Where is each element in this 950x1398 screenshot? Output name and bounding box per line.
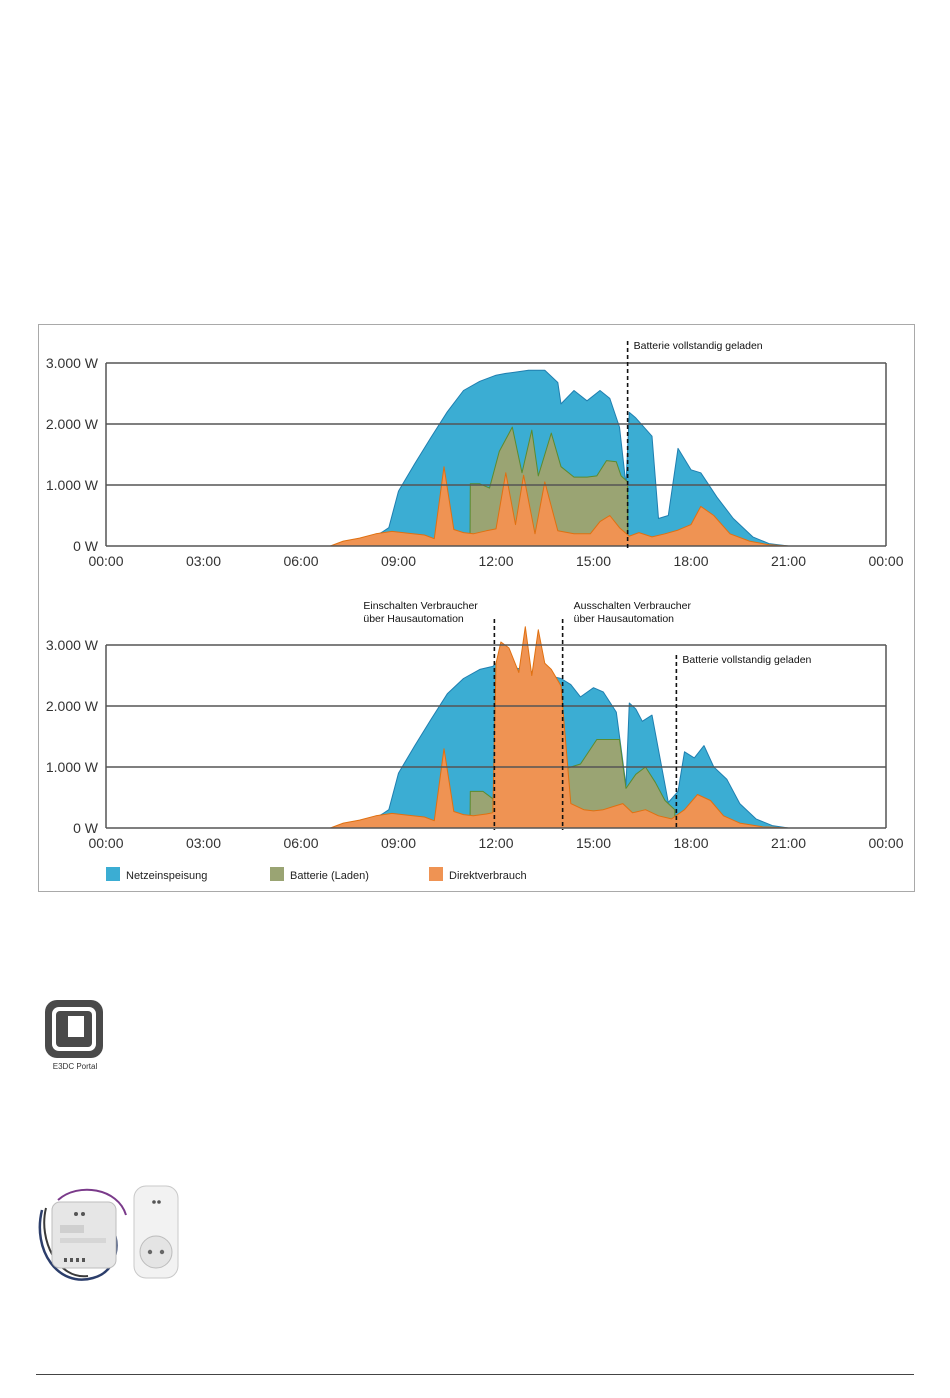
legend-label: Direktverbrauch [449, 870, 527, 882]
x-tick-label: 15:00 [576, 835, 611, 851]
x-tick-label: 00:00 [868, 553, 903, 569]
legend-label: Batterie (Laden) [290, 870, 369, 882]
portal-label: E3DC Portal [52, 1062, 98, 1071]
chart-2: 0 W 1.000 W 2.000 W 3.000 W 00:00 03:00 06:00 0… [46, 600, 904, 851]
y-tick-label: 1.000 W [46, 477, 99, 493]
marker-annotation: Ausschalten Verbraucher über Hausautomati… [574, 600, 692, 625]
series-area-direktverbrauch [329, 626, 789, 829]
x-tick-label: 00:00 [88, 835, 123, 851]
y-tick-label: 1.000 W [46, 759, 99, 775]
x-tick-label: 18:00 [673, 835, 708, 851]
y-tick-label: 0 W [73, 820, 99, 836]
chart-frame [38, 324, 915, 892]
y-tick-label: 3.000 W [46, 355, 99, 371]
x-tick-label: 21:00 [771, 835, 806, 851]
legend-item-direktverbrauch: Direktverbrauch [429, 867, 527, 882]
y-tick-label: 0 W [73, 538, 99, 554]
e3dc-portal-icon[interactable] [44, 999, 104, 1059]
x-tick-label: 00:00 [868, 835, 903, 851]
x-tick-label: 06:00 [283, 553, 318, 569]
legend-swatch [106, 867, 120, 881]
x-tick-label: 15:00 [576, 553, 611, 569]
marker-annotation: Batterie vollstandig geladen [682, 654, 811, 666]
x-tick-label: 00:00 [88, 553, 123, 569]
x-tick-label: 09:00 [381, 835, 416, 851]
x-tick-label: 12:00 [478, 553, 513, 569]
legend-swatch [429, 867, 443, 881]
series-area-direktverbrauch [329, 466, 789, 547]
x-tick-label: 18:00 [673, 553, 708, 569]
marker-annotation: Einschalten Verbraucher über Hausautomati… [363, 600, 478, 625]
x-tick-label: 12:00 [478, 835, 513, 851]
chart-1: 0 W 1.000 W 2.000 W 3.000 W 00:00 03:00 06:00 0… [46, 340, 904, 569]
y-tick-label: 2.000 W [46, 698, 99, 714]
legend-swatch [270, 867, 284, 881]
legend: Netzeinspeisung Batterie (Laden) Direktver… [106, 867, 527, 882]
y-tick-label: 2.000 W [46, 416, 99, 432]
footer-rule [36, 1374, 914, 1375]
x-tick-label: 03:00 [186, 553, 221, 569]
energy-flow-charts: 0 W 1.000 W 2.000 W 3.000 W 00:00 03:00 06:00 0… [46, 340, 904, 882]
x-tick-label: 06:00 [283, 835, 318, 851]
marker-annotation: Batterie vollstandig geladen [634, 340, 763, 352]
y-tick-label: 3.000 W [46, 637, 99, 653]
legend-item-netzeinspeisung: Netzeinspeisung [106, 867, 207, 882]
legend-label: Netzeinspeisung [126, 870, 207, 882]
smart-home-devices-icon [38, 1185, 179, 1281]
legend-item-batterie: Batterie (Laden) [270, 867, 369, 882]
x-tick-label: 09:00 [381, 553, 416, 569]
x-tick-label: 21:00 [771, 553, 806, 569]
x-tick-label: 03:00 [186, 835, 221, 851]
